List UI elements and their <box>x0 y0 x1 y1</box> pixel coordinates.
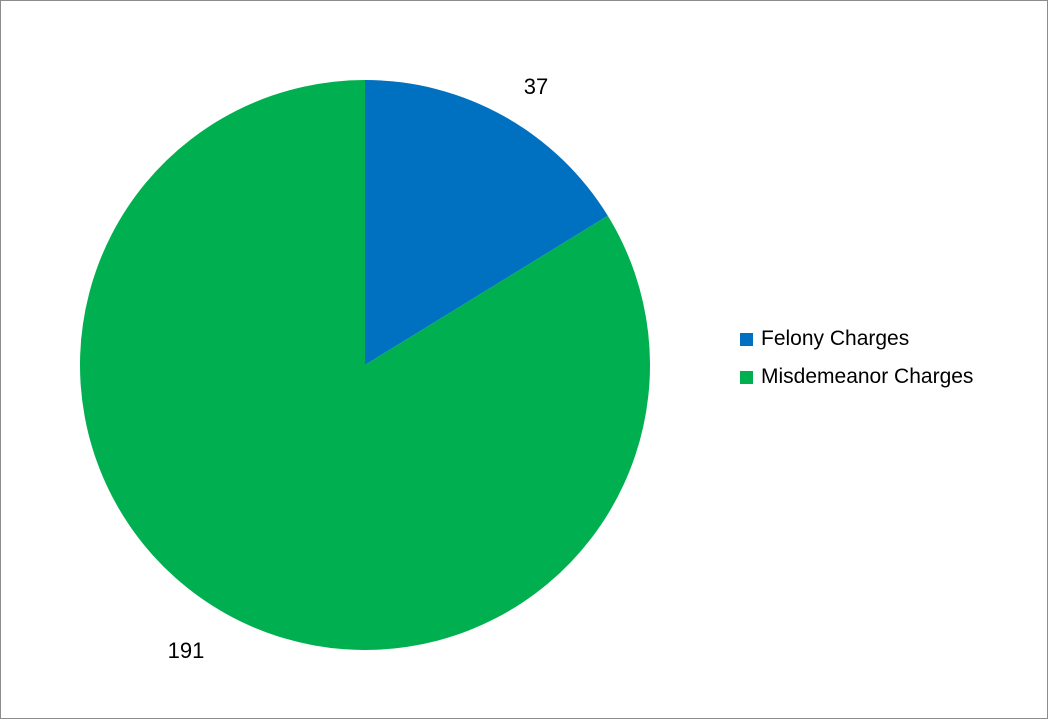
legend-label-misdemeanor: Misdemeanor Charges <box>761 365 974 388</box>
pie-slice-felony <box>365 80 608 365</box>
legend-swatch-misdemeanor <box>740 370 753 384</box>
legend-swatch-felony <box>740 332 753 346</box>
legend: Felony Charges Misdemeanor Charges <box>740 326 973 402</box>
data-label-misdemeanor: 191 <box>168 638 205 663</box>
legend-item-misdemeanor: Misdemeanor Charges <box>740 364 973 390</box>
legend-label-felony: Felony Charges <box>761 327 910 350</box>
pie-data-labels: 37 191 <box>168 74 549 663</box>
pie-slice-misdemeanor <box>80 80 650 650</box>
data-label-felony: 37 <box>524 74 548 99</box>
pie-slices <box>80 80 650 650</box>
legend-item-felony: Felony Charges <box>740 326 973 352</box>
